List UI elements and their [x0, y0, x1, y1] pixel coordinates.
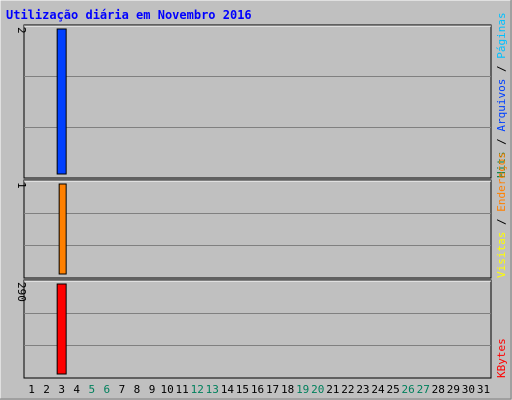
x-tick-label: 5	[88, 383, 95, 396]
legend-hits-files-pages: Hits / Arquivos / Páginas	[495, 12, 508, 178]
x-tick-label: 22	[341, 383, 354, 396]
legend-item: KBytes	[495, 338, 508, 378]
chart-title: Utilização diária em Novembro 2016	[6, 8, 252, 22]
x-tick-label: 20	[311, 383, 324, 396]
legend-item: /	[495, 65, 508, 78]
x-tick-label: 29	[447, 383, 460, 396]
x-tick-label: 8	[134, 383, 141, 396]
y-max-label: 1	[15, 182, 28, 189]
bar-kbytes-day-3	[56, 283, 67, 375]
x-tick-label: 2	[43, 383, 50, 396]
x-tick-label: 28	[432, 383, 445, 396]
x-tick-label: 3	[58, 383, 65, 396]
legend-kbytes: KBytes	[495, 338, 508, 378]
panel-frame	[23, 24, 492, 179]
x-tick-label: 31	[477, 383, 490, 396]
x-tick-label: 24	[371, 383, 385, 396]
x-tick-label: 27	[417, 383, 430, 396]
legend-item: /	[495, 218, 508, 231]
legend-item: Endereços	[495, 152, 508, 218]
x-tick-label: 9	[149, 383, 156, 396]
y-max-label: 2	[15, 27, 28, 34]
x-tick-label: 19	[296, 383, 309, 396]
panel-kbytes: 290	[15, 279, 492, 379]
x-axis-labels: 1 2 3 4 5 6 7 8 9 10 11 12 13 14 15 16 17 18 19 20 21 22 23 24 2…	[28, 383, 490, 396]
legend-item: Arquivos	[495, 79, 508, 139]
x-tick-label: 13	[206, 383, 219, 396]
x-tick-label: 4	[73, 383, 80, 396]
x-tick-label: 1	[28, 383, 35, 396]
panel-frame	[23, 179, 492, 279]
legend-visits-hosts: Visitas / Endereços	[495, 152, 508, 278]
x-tick-label: 18	[281, 383, 294, 396]
x-tick-label: 7	[119, 383, 126, 396]
legend-item: /	[495, 138, 508, 151]
x-tick-label: 14	[221, 383, 235, 396]
legend-item: Visitas	[495, 232, 508, 278]
x-tick-label: 26	[402, 383, 415, 396]
y-max-label: 290	[15, 282, 28, 302]
x-tick-label: 23	[356, 383, 369, 396]
panel-frame	[23, 279, 492, 379]
x-tick-label: 25	[386, 383, 399, 396]
x-tick-label: 10	[160, 383, 173, 396]
x-tick-label: 17	[266, 383, 279, 396]
x-tick-label: 6	[104, 383, 111, 396]
legend-item: Páginas	[495, 12, 508, 65]
legend-item: Hits	[495, 152, 508, 179]
x-tick-label: 15	[236, 383, 249, 396]
x-tick-label: 11	[176, 383, 189, 396]
bar-arquivos-day-3	[56, 28, 67, 175]
bar-endereços-day-3	[58, 183, 67, 275]
x-tick-label: 12	[191, 383, 204, 396]
x-tick-label: 16	[251, 383, 264, 396]
x-tick-label: 21	[326, 383, 339, 396]
x-tick-label: 30	[462, 383, 475, 396]
panel-hosts: 1	[15, 179, 492, 279]
panel-hits_files: 2	[15, 24, 492, 179]
chart-panels: 2 1 290	[15, 24, 492, 379]
